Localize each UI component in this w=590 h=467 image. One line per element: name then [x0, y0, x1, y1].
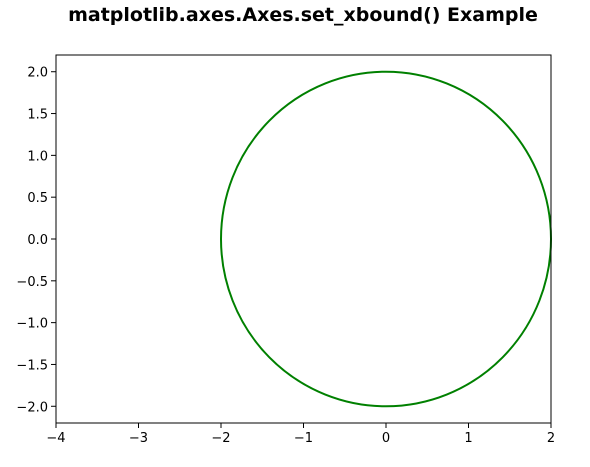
- circle-series-0: [220, 70, 552, 408]
- y-tick-label: −1.0: [16, 317, 48, 332]
- y-tick-label: 0.0: [27, 233, 48, 248]
- y-tick-label: 2.0: [27, 66, 48, 81]
- x-tick-label: −2: [211, 431, 230, 446]
- x-tick-label: 0: [382, 431, 390, 446]
- y-tick-label: −0.5: [16, 275, 48, 290]
- y-tick-label: 1.5: [27, 108, 48, 123]
- x-tick-label: 2: [547, 431, 555, 446]
- x-tick-label: 1: [464, 431, 472, 446]
- chart-title: matplotlib.axes.Axes.set_xbound() Exampl…: [68, 4, 538, 26]
- y-tick-label: −1.5: [16, 358, 48, 373]
- y-tick-label: 1.0: [27, 149, 48, 164]
- y-tick-label: −2.0: [16, 400, 48, 415]
- x-tick-label: −3: [129, 431, 148, 446]
- y-tick-label: 0.5: [27, 191, 48, 206]
- x-tick-label: −1: [294, 431, 313, 446]
- axes-frame: [55, 54, 552, 424]
- x-tick-label: −4: [46, 431, 65, 446]
